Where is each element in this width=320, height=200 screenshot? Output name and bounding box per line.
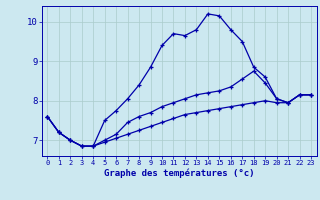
X-axis label: Graphe des températures (°c): Graphe des températures (°c)	[104, 169, 254, 178]
